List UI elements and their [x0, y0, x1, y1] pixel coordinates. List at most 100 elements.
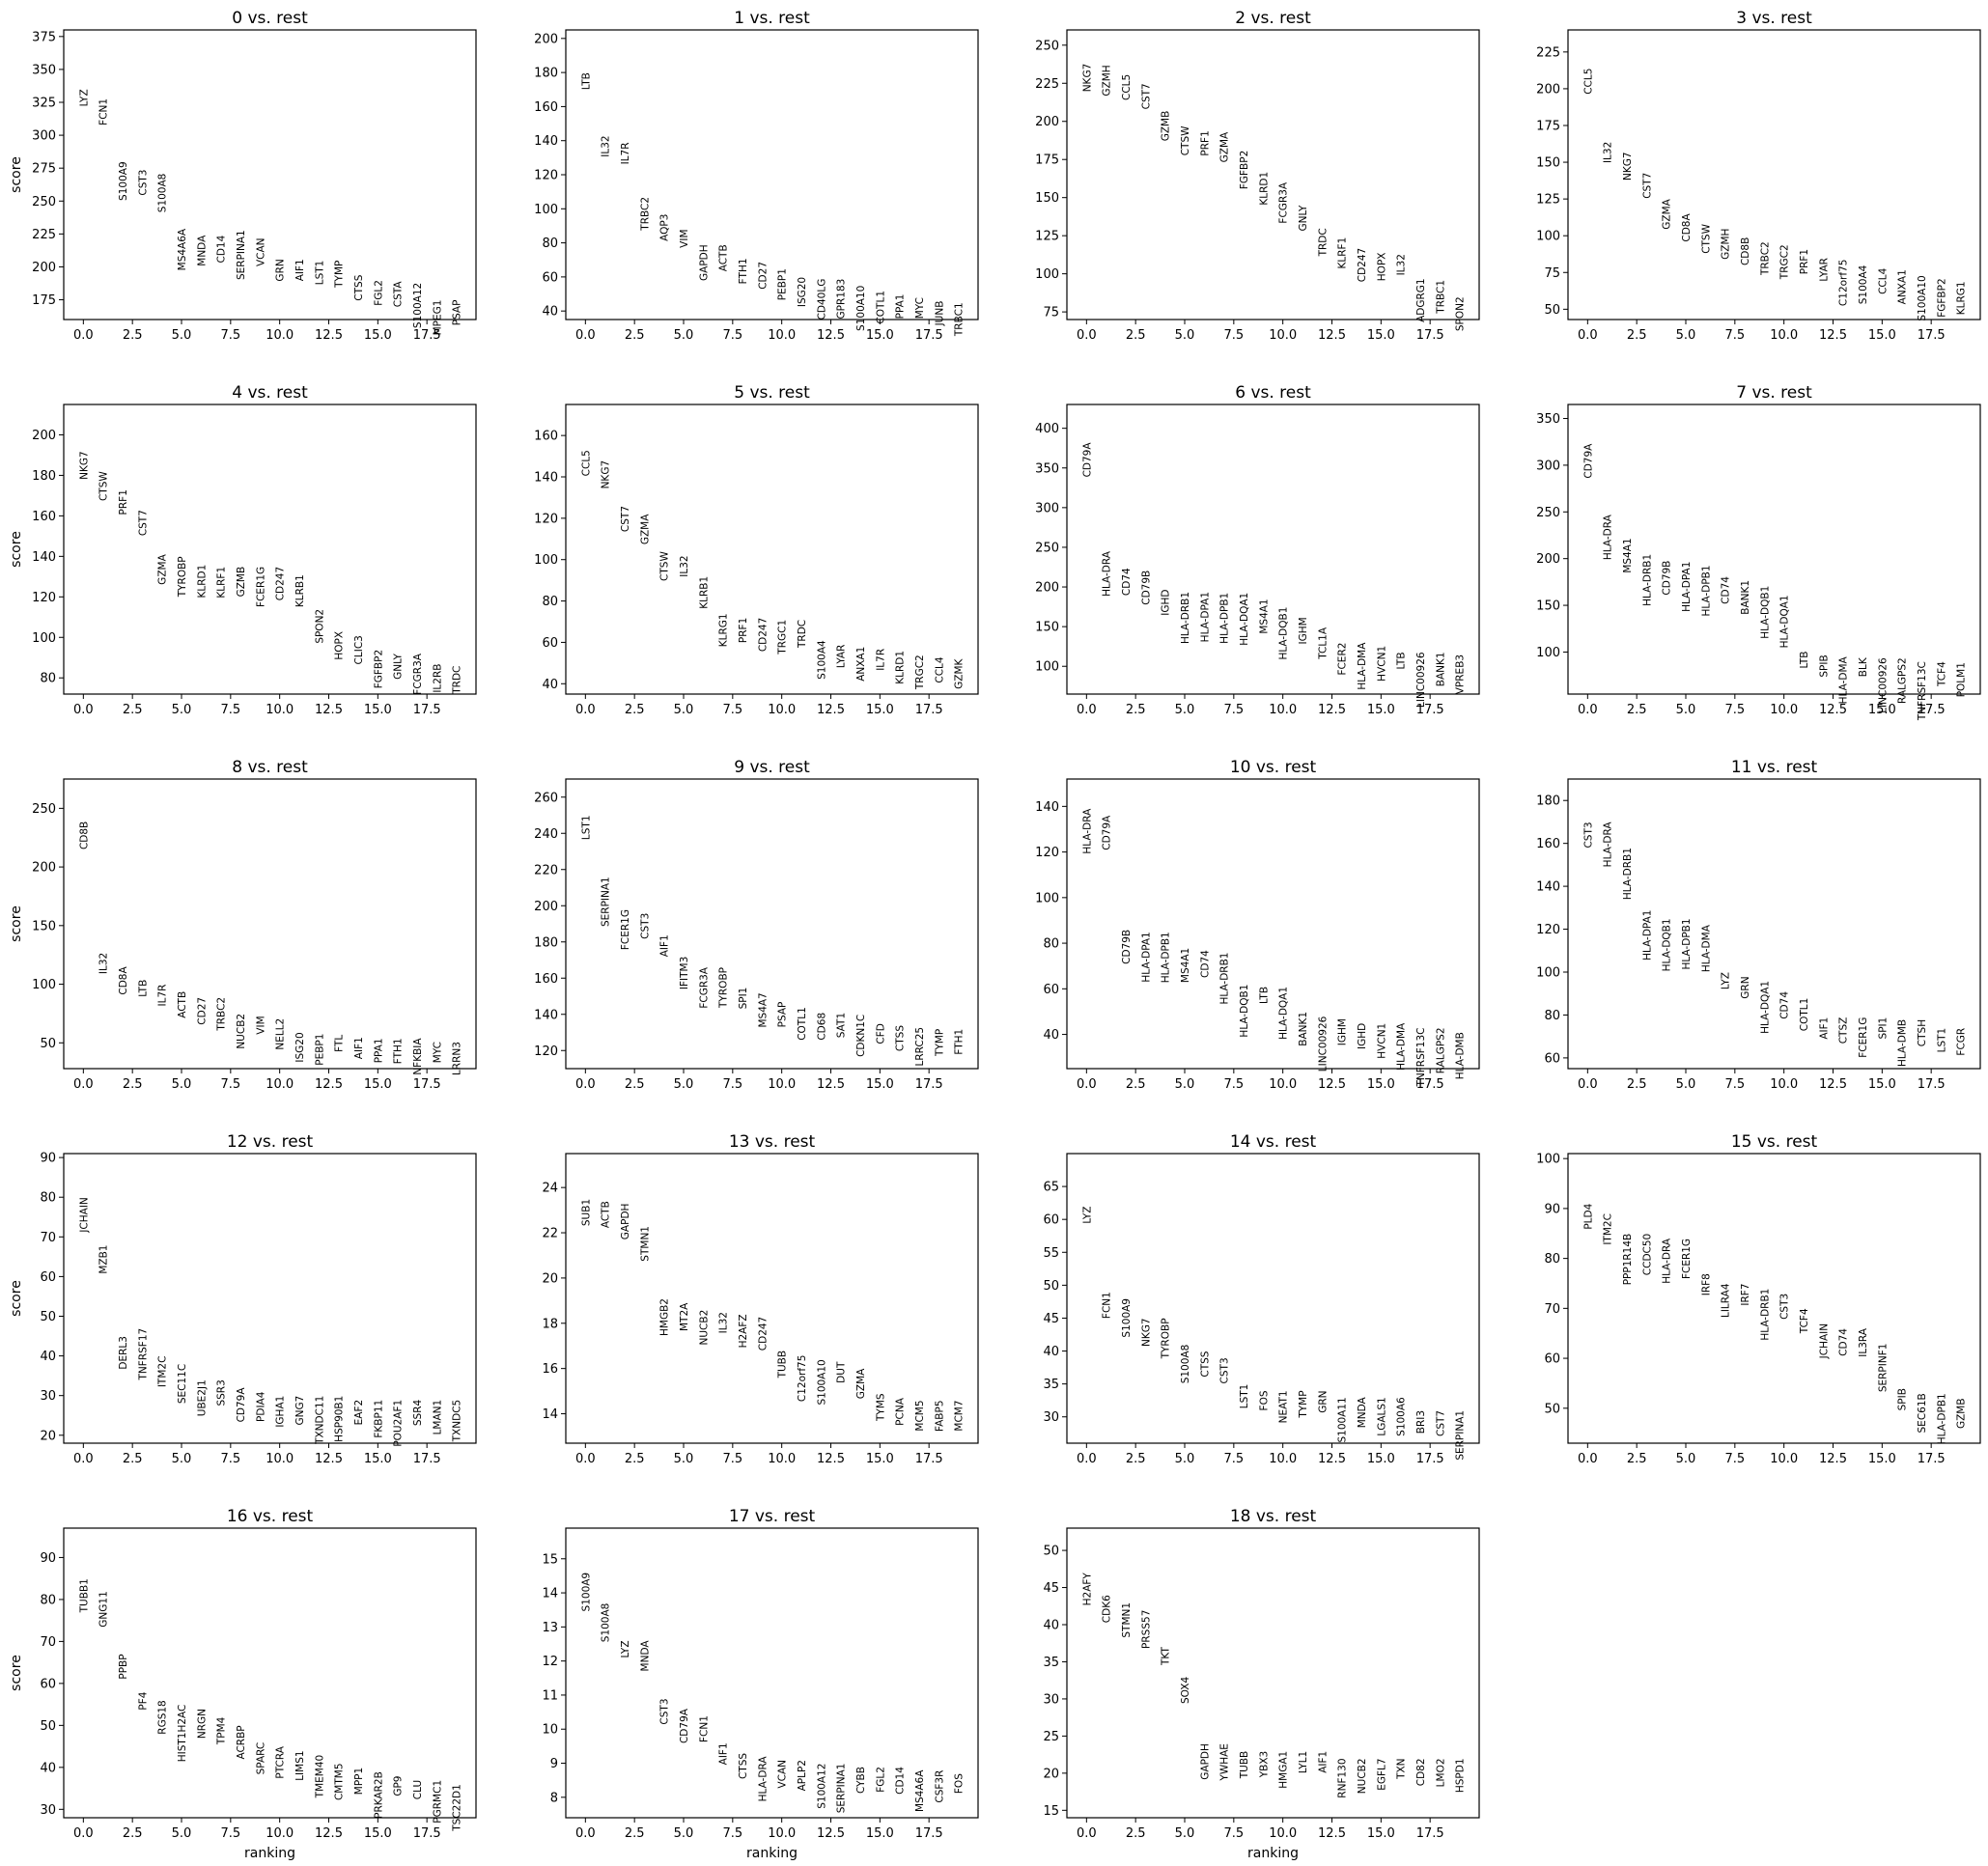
gene-label: HLA-DPB1 — [1219, 593, 1231, 644]
axes-frame — [63, 1527, 477, 1819]
gene-label: CST7 — [1641, 173, 1653, 199]
y-tick-label: 100 — [1536, 1153, 1560, 1167]
gene-label: SERPINA1 — [1455, 1410, 1467, 1461]
gene-label: HLA-DRB1 — [1759, 1289, 1771, 1341]
y-tick-label: 250 — [1536, 506, 1560, 520]
gene-label: HLA-DQA1 — [1759, 981, 1771, 1034]
gene-label: HOPX — [334, 631, 346, 660]
gene-label: KLRD1 — [895, 651, 907, 684]
x-tick-label: 12.5 — [1318, 1826, 1346, 1841]
gene-label: ISG20 — [294, 1032, 306, 1062]
gene-label: HVCN1 — [1376, 646, 1387, 682]
gene-label: ACTB — [601, 1201, 612, 1228]
gene-label: IGHM — [1298, 617, 1309, 644]
y-tick-label: 45 — [1043, 1312, 1059, 1326]
x-tick-label: 10.0 — [266, 328, 294, 343]
y-tick-label: 350 — [1035, 461, 1059, 476]
gene-label: HLA-DRA — [1102, 550, 1113, 597]
gene-label: SPARC — [255, 1742, 266, 1775]
gene-label: CTSW — [1700, 223, 1712, 253]
gene-label: SPON2 — [1455, 296, 1467, 331]
gene-label: POU2AF1 — [393, 1400, 405, 1447]
panel-title: 3 vs. rest — [1736, 9, 1812, 28]
y-tick-label: 100 — [32, 631, 56, 646]
panel-6: 6 vs. rest 0.0 2.5 5.0 7.5 10.0 12.5 15.0 17.5 10… — [1035, 383, 1480, 717]
gene-label: IRF8 — [1700, 1273, 1712, 1295]
gene-label: CFD — [875, 1023, 886, 1044]
panel-7: 7 vs. rest 0.0 2.5 5.0 7.5 10.0 12.5 15.0 17.5 10… — [1536, 383, 1981, 721]
gene-label: CTSW — [659, 551, 671, 581]
y-tick-label: 14 — [542, 1407, 558, 1422]
x-tick-label: 0.0 — [73, 703, 94, 717]
gene-label: HMGB2 — [659, 1298, 671, 1336]
gene-label: VIM — [679, 229, 690, 247]
x-tick-label: 17.5 — [1416, 328, 1444, 343]
y-tick-label: 90 — [40, 1551, 56, 1566]
gene-label: LYAR — [1818, 258, 1830, 282]
gene-label: MCM7 — [954, 1400, 966, 1431]
gene-label: GAPDH — [1199, 1743, 1211, 1780]
x-tick-label: 15.0 — [364, 1826, 392, 1841]
x-tick-label: 2.5 — [123, 703, 143, 717]
gene-label: S100A12 — [412, 283, 424, 328]
y-tick-label: 120 — [534, 512, 558, 526]
x-tick-label: 10.0 — [1770, 1077, 1798, 1092]
gene-label: SUB1 — [580, 1199, 592, 1226]
gene-label: HLA-DMA — [1838, 655, 1850, 704]
x-axis-label: ranking — [746, 1846, 798, 1861]
gene-label: MCM5 — [914, 1400, 926, 1431]
gene-label: NFKBIA — [412, 1038, 424, 1075]
gene-label: HMGA1 — [1278, 1751, 1290, 1789]
gene-label: KLRB1 — [698, 576, 710, 609]
gene-label: CD74 — [1721, 576, 1732, 604]
gene-label: FCGR — [1956, 1028, 1968, 1056]
gene-label: CSF3R — [934, 1770, 945, 1803]
x-tick-label: 2.5 — [1126, 1826, 1146, 1841]
y-tick-label: 180 — [32, 469, 56, 484]
y-tick-label: 60 — [542, 270, 558, 285]
gene-label: MS4A1 — [1258, 599, 1270, 633]
gene-label: GNG7 — [294, 1396, 306, 1426]
gene-label: GZMK — [954, 657, 966, 688]
gene-label: GAPDH — [620, 1204, 631, 1240]
x-tick-label: 7.5 — [722, 703, 742, 717]
x-tick-label: 15.0 — [364, 1077, 392, 1092]
x-tick-label: 7.5 — [220, 1077, 240, 1092]
panel-16: 16 vs. rest 0.0 2.5 5.0 7.5 10.0 12.5 15.0 17.5 3… — [9, 1507, 477, 1861]
gene-label: AIF1 — [353, 1037, 365, 1059]
gene-label: CD8A — [118, 966, 129, 995]
x-tick-label: 12.5 — [1318, 328, 1346, 343]
gene-label: LINC00926 — [1877, 657, 1889, 713]
y-tick-label: 20 — [1043, 1767, 1059, 1781]
y-tick-label: 140 — [32, 550, 56, 565]
gene-label: FOS — [1258, 1390, 1270, 1410]
x-axis-label: ranking — [1247, 1846, 1299, 1861]
x-tick-label: 5.0 — [1676, 1077, 1696, 1092]
gene-label: CCL4 — [934, 656, 945, 683]
x-tick-label: 15.0 — [1367, 703, 1395, 717]
y-tick-label: 200 — [534, 32, 558, 46]
gene-label: LRRC25 — [914, 1027, 926, 1067]
gene-label: HLA-DQB1 — [1662, 918, 1673, 971]
gene-label: MS4A1 — [1622, 538, 1634, 572]
gene-label: TRGC1 — [777, 620, 789, 655]
y-tick-label: 40 — [1043, 1345, 1059, 1359]
y-tick-label: 80 — [542, 595, 558, 609]
gene-label: GRN — [1740, 976, 1751, 998]
gene-label: BLK — [1858, 656, 1869, 677]
y-tick-label: 30 — [1043, 1692, 1059, 1707]
x-tick-label: 12.5 — [1819, 703, 1847, 717]
x-tick-label: 0.0 — [575, 1077, 596, 1092]
y-tick-label: 50 — [1043, 1279, 1059, 1294]
gene-label: GZMA — [1662, 198, 1673, 229]
gene-label: JCHAIN — [1818, 1323, 1830, 1359]
y-tick-label: 100 — [534, 553, 558, 568]
x-axis-label: ranking — [244, 1846, 295, 1861]
x-tick-label: 0.0 — [1077, 703, 1097, 717]
gene-label: ITM2C — [1603, 1213, 1614, 1245]
gene-label: VCAN — [255, 237, 266, 266]
gene-label: NEAT1 — [1278, 1390, 1290, 1423]
panel-4: 4 vs. rest 0.0 2.5 5.0 7.5 10.0 12.5 15.0 17.5 80… — [9, 383, 477, 717]
gene-label: FGFBP2 — [1936, 278, 1947, 317]
x-tick-label: 15.0 — [1367, 1826, 1395, 1841]
